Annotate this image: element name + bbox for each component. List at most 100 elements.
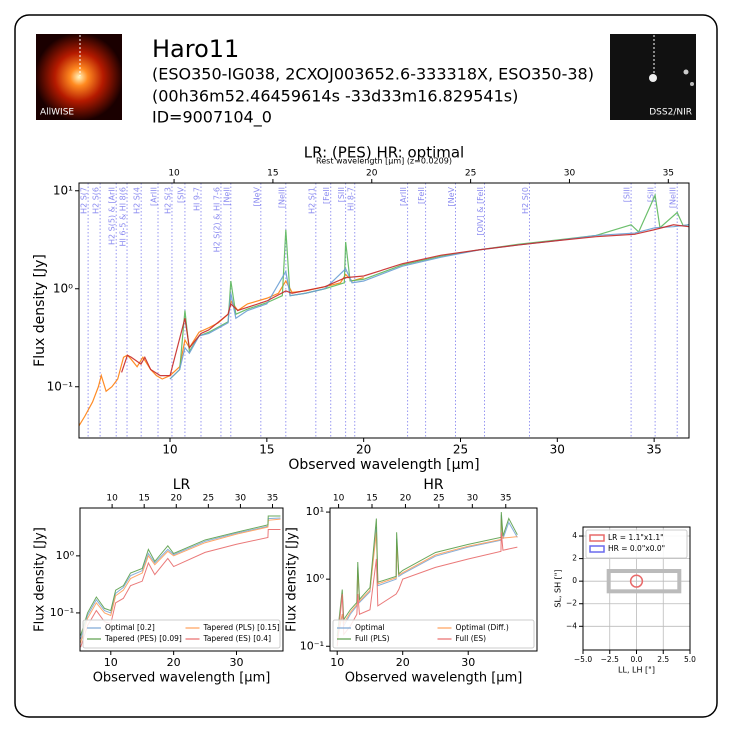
- spectral-line-label: [OIV] & [FeII: [476, 187, 485, 236]
- image-label: DSS2/NIR: [649, 108, 692, 118]
- legend-label: Optimal: [355, 623, 385, 632]
- x-tick-label: 10: [104, 656, 118, 669]
- x-tick-label: 5.0: [684, 655, 696, 664]
- spectral-line-label: [ArIII: [399, 187, 408, 206]
- info-line: ID=9007104_0: [152, 108, 272, 128]
- y-axis-label: SL, SH ["]: [554, 569, 563, 607]
- spectral-line-label: [FeII: [322, 187, 331, 204]
- spectrum: [121, 224, 689, 377]
- legend-box: [332, 619, 535, 649]
- spectral-line-label: H2 S(3: [163, 187, 172, 214]
- y-tick-label: 10⁰: [306, 572, 325, 585]
- spectral-line-label: HI 6-5 & HI 8(6: [119, 187, 128, 247]
- x-tick-label: 15: [259, 443, 274, 457]
- spectral-line-label: [NeV: [252, 186, 261, 206]
- top-tick-label: 15: [366, 494, 377, 504]
- top-tick-label: 20: [366, 169, 378, 179]
- x-tick-label: 20: [167, 656, 181, 669]
- chart-title: LR: (PES) HR: optimal: [304, 144, 464, 162]
- chart-title: LR: [173, 477, 191, 493]
- spectral-line-label: H2 S(5) & [ArII: [108, 187, 117, 245]
- spectral-line-label: H2 S(7: [80, 187, 89, 214]
- top-tick-label: 25: [433, 494, 444, 504]
- x-axis-label: Observed wavelength [μm]: [93, 671, 271, 686]
- legend-label: Full (ES): [456, 634, 487, 643]
- x-tick-label: 30: [229, 656, 243, 669]
- x-tick-label: 30: [550, 443, 565, 457]
- plot-frame: [79, 507, 284, 652]
- legend-label: Tapered (PLS) [0.15]: [203, 623, 280, 632]
- spectral-line-label: H2 S(6: [92, 187, 101, 214]
- top-tick-label: 15: [267, 169, 278, 179]
- x-tick-label: 2.5: [657, 655, 669, 664]
- spectrum: [80, 515, 281, 636]
- y-tick-label: 10¹: [53, 183, 73, 197]
- plot-area: H2 S(7 H2 S(6 H2 S(5) & [ArII HI 6-5 & HI 8…: [79, 183, 689, 438]
- top-tick-label: 15: [138, 494, 149, 504]
- top-tick-label: 25: [203, 494, 214, 504]
- top-tick-label: 10: [106, 494, 118, 504]
- spectrum: [80, 517, 281, 640]
- plot-frame: [329, 507, 538, 652]
- plot-frame: [78, 182, 690, 439]
- legend-swatch: [589, 534, 605, 542]
- top-tick-label: 10: [333, 494, 345, 504]
- page-title: Haro11: [152, 35, 239, 63]
- legend-box: [585, 529, 688, 559]
- legend-label: Tapered (PES) [0.09]: [104, 634, 182, 643]
- legend-label: HR = 0.0"x0.0": [608, 544, 665, 553]
- info-line: (ESO350-IG038, 2CXOJ003652.6-333318X, ES…: [152, 65, 594, 84]
- x-axis-label: Observed wavelength [μm]: [345, 671, 523, 686]
- y-tick-label: −4: [566, 621, 577, 630]
- chart-title: HR: [423, 477, 444, 493]
- y-tick-label: 4: [572, 531, 577, 540]
- top-tick-label: 20: [171, 494, 183, 504]
- x-tick-label: 20: [396, 656, 410, 669]
- y-tick-label: 10⁻¹: [47, 379, 74, 393]
- y-tick-label: 10¹: [306, 505, 324, 518]
- y-tick-label: 10⁻¹: [50, 606, 74, 619]
- chart: 10 20 30 10⁻¹ 10⁰ 10 15 20 25 30 35 LR Observed wave…: [33, 477, 284, 686]
- chart: −5.0 −2.5 0.0 2.5 5.0 −4 −2 0 2 4 LL, LH ["] SL, SH…: [554, 526, 696, 675]
- footprint: [606, 569, 682, 594]
- spectral-line-label: H2 S(4: [133, 187, 142, 214]
- spectral-line-label: [ArIII: [150, 187, 159, 206]
- spectral-line-label: [NeV: [447, 186, 456, 206]
- spectral-line-label: H2 S(0: [521, 187, 530, 214]
- spectral-line-label: HI 8-7: [346, 187, 355, 211]
- x-tick-label: 10: [162, 443, 177, 457]
- x-tick-label: 10: [330, 656, 344, 669]
- x-axis-label: Observed wavelength [μm]: [288, 457, 479, 473]
- spectral-line-label: H2 S(2) & HI 7-6: [212, 187, 221, 252]
- top-tick-label: 30: [467, 494, 479, 504]
- spectral-line-label: [NeIII: [669, 187, 678, 208]
- star: [649, 74, 657, 82]
- x-tick-label: 30: [461, 656, 475, 669]
- top-tick-label: 30: [235, 494, 247, 504]
- y-tick-label: 10⁻¹: [300, 639, 324, 652]
- legend-swatch: [589, 545, 605, 553]
- legend-label: Optimal (Diff.): [456, 623, 509, 632]
- spectrum: [336, 512, 518, 637]
- top-tick-label: 35: [267, 494, 278, 504]
- legend-box: [82, 619, 281, 649]
- y-tick-label: 0: [572, 576, 577, 585]
- y-tick-label: 10⁰: [56, 549, 75, 562]
- x-tick-label: 20: [356, 443, 371, 457]
- x-axis-label: LL, LH ["]: [618, 666, 655, 675]
- spectral-line-label: H2 S(1: [307, 187, 316, 214]
- legend-label: LR = 1.1"x1.1": [608, 533, 664, 542]
- star: [683, 69, 689, 75]
- spectrum: [80, 518, 281, 643]
- x-tick-label: 0.0: [631, 655, 643, 664]
- x-tick-label: −5.0: [574, 655, 592, 664]
- star: [690, 82, 694, 86]
- y-tick-label: 10⁰: [53, 281, 73, 295]
- chart: 10 20 30 10⁻¹ 10⁰ 10¹ 10 15 20 25 30 35 HR Observed w…: [285, 477, 538, 686]
- x-tick-label: 35: [647, 443, 662, 457]
- top-tick-label: 25: [465, 169, 476, 179]
- y-tick-label: −2: [566, 599, 577, 608]
- top-axis-label: Rest wavelength [μm] (z=0.0209): [316, 157, 452, 166]
- legend-label: Full (PLS): [355, 634, 390, 643]
- top-tick-label: 35: [500, 494, 511, 504]
